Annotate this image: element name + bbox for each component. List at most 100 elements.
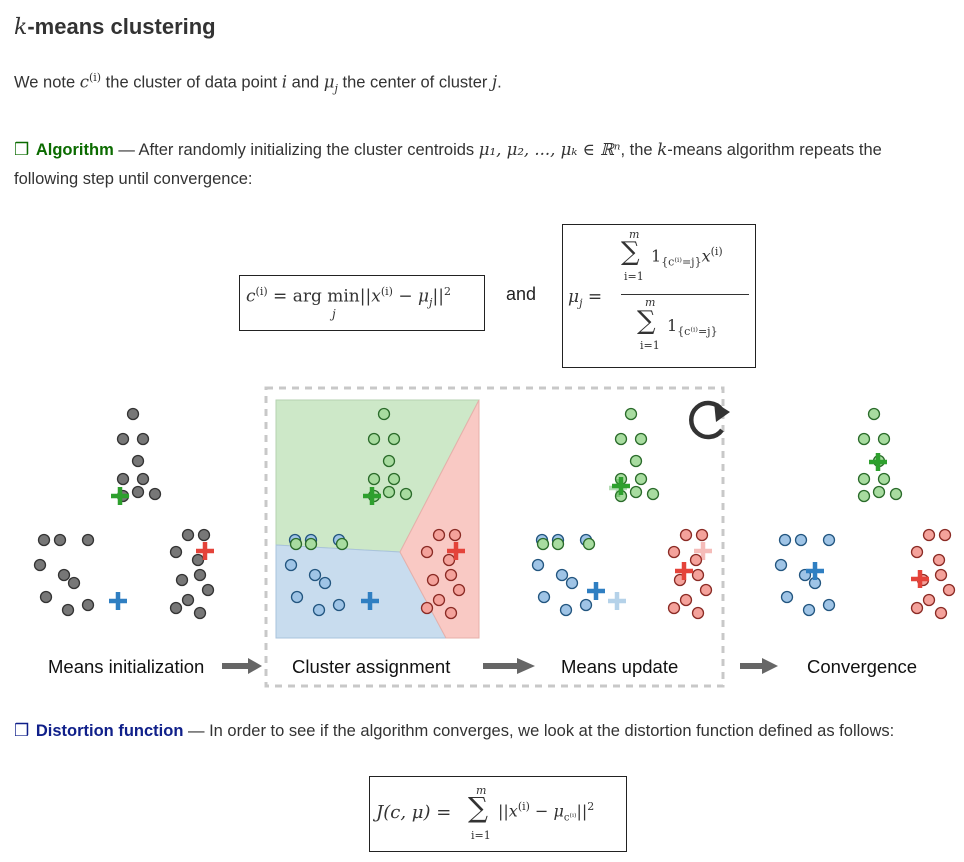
page-title: k-means clustering [14, 14, 216, 40]
data-point [387, 472, 401, 486]
data-point [57, 568, 71, 582]
data-point [308, 568, 322, 582]
data-point [67, 576, 81, 590]
data-point [289, 537, 303, 551]
data-point [667, 601, 681, 615]
data-point [318, 576, 332, 590]
data-point [382, 454, 396, 468]
data-point [53, 533, 67, 547]
right-arrow-icon [483, 658, 535, 674]
centroid-marker [911, 570, 929, 588]
intro-text: We note c(i) the cluster of data point i… [14, 71, 502, 95]
data-point [426, 573, 440, 587]
data-point [148, 487, 162, 501]
data-point [565, 576, 579, 590]
data-point [175, 573, 189, 587]
data-point [193, 606, 207, 620]
data-point [367, 472, 381, 486]
data-point [646, 487, 660, 501]
data-point [531, 558, 545, 572]
step-label-initialization: Means initialization [48, 656, 205, 677]
data-point [399, 487, 413, 501]
data-point [377, 407, 391, 421]
data-point [629, 454, 643, 468]
data-point [910, 601, 924, 615]
distortion-header: Distortion function [35, 722, 184, 740]
distortion-paragraph: ❒ Distortion function — In order to see … [14, 721, 895, 740]
data-point [877, 432, 891, 446]
data-point [193, 568, 207, 582]
data-point [889, 487, 903, 501]
data-point [867, 407, 881, 421]
data-point [780, 590, 794, 604]
data-point [116, 432, 130, 446]
step-label-convergence: Convergence [807, 656, 918, 677]
data-point [938, 528, 952, 542]
data-point [582, 537, 596, 551]
data-point [131, 485, 145, 499]
data-point [555, 568, 569, 582]
centroid-marker [361, 592, 379, 610]
data-point [312, 603, 326, 617]
centroid-marker [675, 562, 693, 580]
data-point [624, 407, 638, 421]
data-point [201, 583, 215, 597]
distortion-equation: J(c, μ) = m ∑ i=1 ||x(i) − μc⁽ⁱ⁾||2 [369, 776, 627, 852]
data-point [126, 407, 140, 421]
data-point [667, 545, 681, 559]
data-point [181, 528, 195, 542]
data-point [33, 558, 47, 572]
centroid-marker [806, 562, 824, 580]
data-point [432, 593, 446, 607]
data-point [442, 553, 456, 567]
data-point [691, 568, 705, 582]
right-arrow-icon [740, 658, 778, 674]
data-point [452, 583, 466, 597]
data-point [689, 553, 703, 567]
data-point [290, 590, 304, 604]
data-point [794, 533, 808, 547]
checkbox-square-icon: ❒ [14, 140, 30, 159]
data-point [614, 432, 628, 446]
data-point [691, 606, 705, 620]
data-point [432, 528, 446, 542]
centroid-marker [196, 542, 214, 560]
data-point [877, 472, 891, 486]
data-point [774, 558, 788, 572]
centroid-marker [587, 582, 605, 600]
data-point [537, 590, 551, 604]
data-point [444, 568, 458, 582]
data-point [169, 601, 183, 615]
data-point [181, 593, 195, 607]
data-point [629, 485, 643, 499]
step-label-assignment: Cluster assignment [292, 656, 451, 677]
data-point [857, 432, 871, 446]
data-point [61, 603, 75, 617]
data-point [679, 593, 693, 607]
data-point [332, 598, 346, 612]
centroid-marker [447, 542, 465, 560]
data-point [382, 485, 396, 499]
centroid-update-equation: μj = m ∑ i=1 1{c⁽ⁱ⁾=j}x(i) m ∑ i=1 1{c⁽ⁱ… [562, 224, 756, 368]
data-point [922, 528, 936, 542]
data-point [778, 533, 792, 547]
data-point [191, 553, 205, 567]
data-point [420, 545, 434, 559]
data-point [857, 472, 871, 486]
data-point [387, 432, 401, 446]
centroid-marker [869, 453, 887, 471]
data-point [695, 528, 709, 542]
algorithm-header: Algorithm [35, 141, 114, 159]
circular-arrow-icon [689, 400, 730, 440]
data-point [679, 528, 693, 542]
algorithm-line2: following step until convergence: [14, 170, 253, 188]
data-point [634, 432, 648, 446]
centroid-marker [608, 592, 626, 610]
data-point [934, 568, 948, 582]
data-point [922, 593, 936, 607]
data-point [136, 472, 150, 486]
data-point [822, 598, 836, 612]
centroid-marker [111, 487, 129, 505]
data-point [197, 528, 211, 542]
fraction-bar [621, 294, 749, 295]
